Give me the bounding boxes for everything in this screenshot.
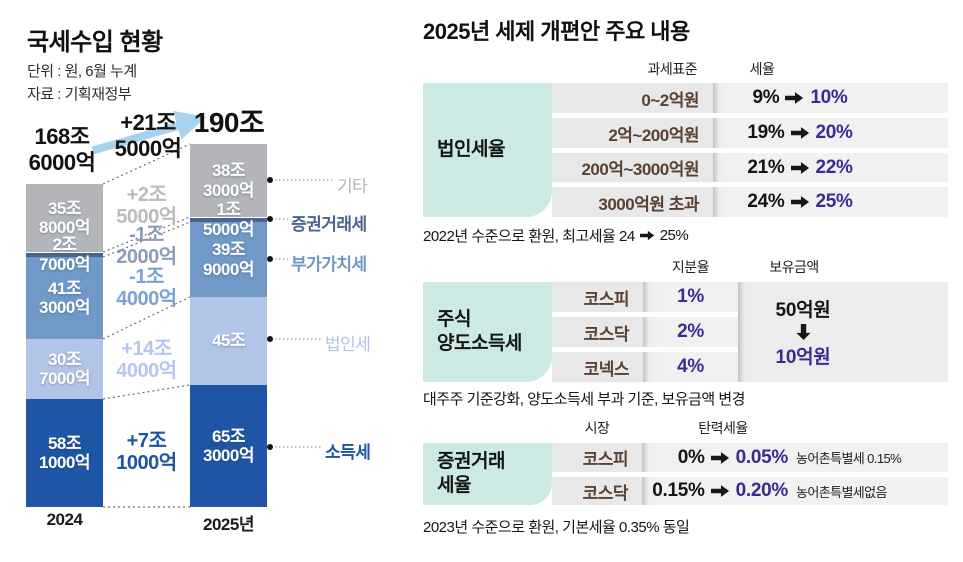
rate-to: 20% <box>815 122 853 143</box>
chart-unit-note: 단위 : 원, 6월 누계 <box>27 63 137 80</box>
legend-vat: 부가가치세 <box>291 255 367 274</box>
capital-row-share: 4% <box>643 352 738 382</box>
increase-arrow-icon <box>91 110 207 155</box>
arrow-right-icon <box>785 92 804 104</box>
segment-2024-corporate: 30조 7000억 <box>26 339 103 399</box>
rate-from: 0% <box>677 446 705 468</box>
x-label-2025: 2025년 <box>203 515 254 534</box>
rate-from: 24% <box>747 191 785 212</box>
segment-value: 41조 3000억 <box>39 278 90 317</box>
corporate-row-base: 3000억원 초과 <box>552 187 713 217</box>
rate-to: 10% <box>810 87 848 108</box>
segment-value: 35조 8000억 <box>39 198 90 237</box>
segment-2024-etc: 35조 8000억 <box>26 184 103 252</box>
arrow-right-icon <box>790 127 809 139</box>
segment-2024-securities-label: 2조 7000억 <box>39 235 90 274</box>
rate-extra: 농어촌특별세 0.15% <box>796 451 902 466</box>
segment-value: 38조 3000억 <box>203 161 254 200</box>
capital-row-market: 코넥스 <box>552 352 643 382</box>
segment-value: 30조 7000억 <box>39 349 90 388</box>
corporate-row-rate: 19% 20% <box>713 118 948 148</box>
transaction-row-rate: 0.15% 0.20% 농어촌특별세없음 <box>642 477 948 505</box>
change-securities: -1조 2000억 <box>116 224 177 269</box>
holding-from: 50억원 <box>775 300 831 321</box>
change-corporate: +14조 4000억 <box>116 338 177 383</box>
segment-2025-securities-label: 1조 5000억 <box>203 200 254 239</box>
corporate-row-base: 0~2억원 <box>552 83 713 113</box>
rate-from: 0.15% <box>652 480 705 501</box>
capital-note: 대주주 기준강화, 양도소득세 부과 기준, 보유금액 변경 <box>423 391 745 408</box>
transaction-row-market: 코스닥 <box>552 477 642 505</box>
rate-extra: 농어촌특별세없음 <box>796 484 887 500</box>
segment-2025-income: 65조 3000억 <box>190 385 267 507</box>
holding-to: 10억원 <box>775 347 831 368</box>
corporate-row-rate: 24% 25% <box>713 187 948 217</box>
segment-value: 45조 <box>211 331 246 351</box>
capital-row-share: 2% <box>643 317 738 347</box>
segment-value: 58조 1000억 <box>39 433 90 472</box>
rate-from: 9% <box>752 87 780 108</box>
corporate-category-cell: 법인세율 <box>423 83 552 217</box>
segment-2025-vat: 39조 9000억 <box>190 222 267 297</box>
segment-value: 39조 9000억 <box>203 240 254 279</box>
rate-to: 0.05% <box>735 446 789 468</box>
capital-holding-cell: 50억원 10억원 <box>738 282 948 382</box>
corporate-note: 2022년 수준으로 환원, 최고세율 24 25% <box>423 227 689 245</box>
arrow-down-icon <box>795 324 811 340</box>
total-2024-label: 168조 6000억 <box>28 124 96 175</box>
legend-etc: 기타 <box>337 177 368 196</box>
arrow-right-icon <box>790 161 809 174</box>
x-label-2024: 2024 <box>46 510 83 529</box>
capital-row-share: 1% <box>643 282 738 312</box>
rate-to: 22% <box>815 156 853 178</box>
change-vat: -1조 4000억 <box>116 266 177 311</box>
segment-2025-corporate: 45조 <box>190 297 267 385</box>
capital-row-market: 코스닥 <box>552 317 643 347</box>
total-2025-label: 190조 <box>193 107 265 138</box>
corporate-col2-header: 세율 <box>749 61 775 77</box>
capital-row-market: 코스피 <box>552 282 643 312</box>
chart-source-note: 자료 : 기획재정부 <box>27 86 132 103</box>
total-change-label: +21조 5000억 <box>114 110 182 161</box>
rate-from: 21% <box>747 156 785 178</box>
legend-income: 소득세 <box>325 443 371 462</box>
transaction-row-rate: 0% 0.05% 농어촌특별세 0.15% <box>642 443 948 472</box>
legend-securities: 증권거래세 <box>291 215 367 234</box>
corporate-col1-header: 과세표준 <box>647 61 697 77</box>
rate-to: 0.20% <box>735 480 789 501</box>
rate-to: 25% <box>815 191 853 212</box>
capital-col1-header: 지분율 <box>671 259 710 275</box>
chart-title: 국세수입 현황 <box>27 29 163 56</box>
arrow-right-icon <box>790 196 809 208</box>
change-income: +7조 1000억 <box>116 430 177 475</box>
transaction-note: 2023년 수준으로 환원, 기본세율 0.35% 동일 <box>423 519 690 536</box>
segment-2024-vat: 41조 3000억 <box>26 257 103 339</box>
transaction-col1-header: 시장 <box>584 420 610 436</box>
transaction-col2-header: 탄력세율 <box>698 420 748 436</box>
corporate-row-base: 2억~200억원 <box>552 118 713 148</box>
transaction-row-market: 코스피 <box>552 443 642 472</box>
corporate-row-rate: 21% 22% <box>713 153 948 182</box>
corporate-row-base: 200억~3000억원 <box>552 153 713 182</box>
segment-value: 65조 3000억 <box>203 426 254 465</box>
capital-col2-header: 보유금액 <box>769 259 819 275</box>
rate-from: 19% <box>747 122 785 143</box>
panel-title: 2025년 세제 개편안 주요 내용 <box>423 19 690 44</box>
legend-corporate: 법인세 <box>325 335 371 354</box>
arrow-right-icon <box>639 230 654 241</box>
corporate-row-rate: 9% 10% <box>713 83 948 113</box>
arrow-right-icon <box>710 451 729 464</box>
capital-category-cell: 주식 양도소득세 <box>423 282 552 382</box>
arrow-right-icon <box>710 485 729 497</box>
segment-2024-income: 58조 1000억 <box>26 399 103 507</box>
segment-2025-etc: 38조 3000억 <box>190 144 267 217</box>
change-etc: +2조 5000억 <box>116 184 177 229</box>
connector-lines <box>102 143 334 508</box>
transaction-category-cell: 증권거래 세율 <box>423 443 552 505</box>
